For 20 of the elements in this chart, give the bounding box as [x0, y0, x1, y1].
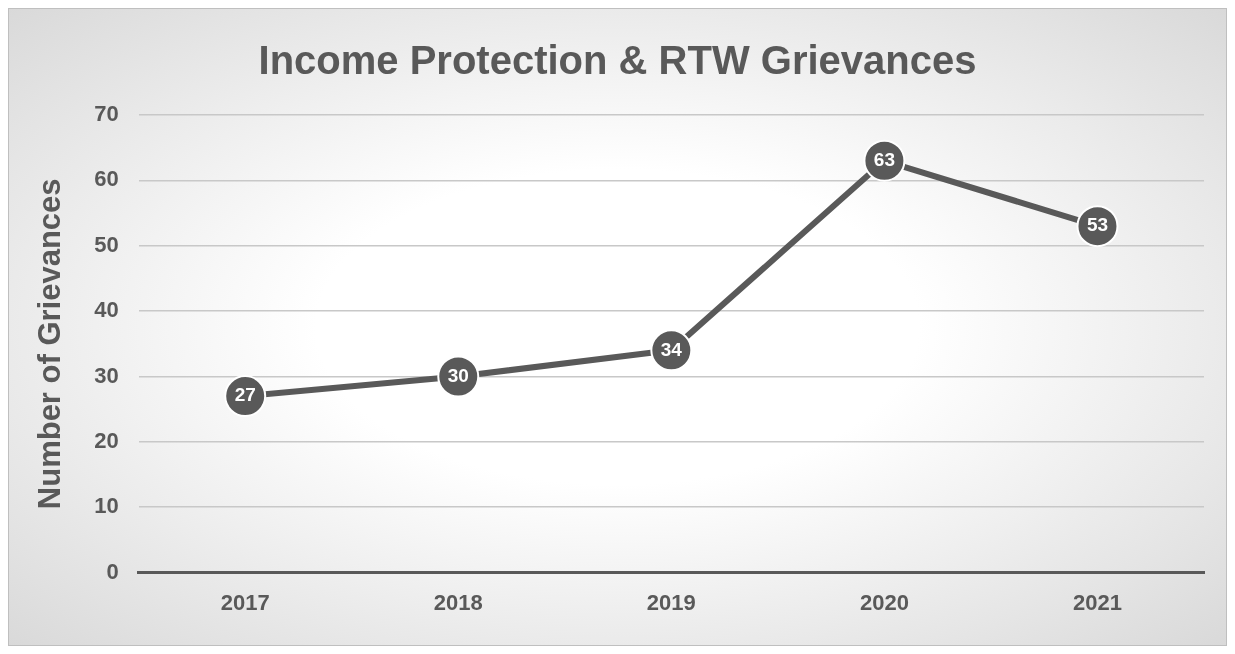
- y-tick-label: 40: [94, 297, 119, 323]
- y-tick-label: 30: [94, 362, 119, 388]
- chart-title: Income Protection & RTW Grievances: [258, 38, 977, 83]
- x-tick-label: 2017: [220, 589, 270, 615]
- y-tick-label: 60: [94, 166, 119, 192]
- data-label: 34: [660, 338, 683, 360]
- data-label: 30: [447, 364, 469, 386]
- data-label: 53: [1086, 214, 1109, 236]
- y-tick-label: 50: [94, 231, 119, 257]
- x-tick-label: 2021: [1072, 589, 1122, 615]
- y-tick-label: 10: [94, 493, 119, 519]
- y-tick-label: 20: [94, 427, 119, 453]
- data-label: 27: [234, 384, 256, 406]
- y-tick-label: 0: [106, 558, 119, 584]
- x-tick-label: 2020: [859, 589, 909, 615]
- y-axis-title: Number of Grievances: [32, 178, 68, 510]
- y-tick-label: 70: [94, 101, 119, 127]
- x-tick-label: 2018: [433, 589, 483, 615]
- data-label: 63: [873, 148, 895, 170]
- x-tick-label: 2019: [646, 589, 696, 615]
